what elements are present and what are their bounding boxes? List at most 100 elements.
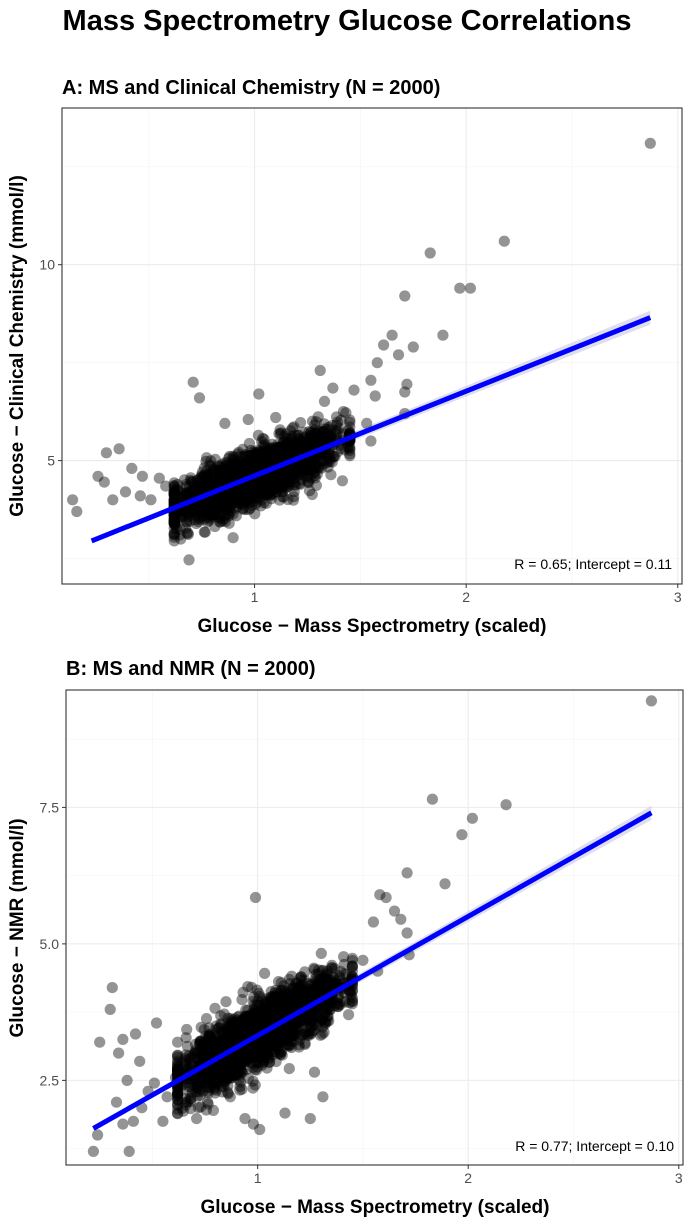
data-point — [207, 1104, 219, 1116]
data-point — [332, 416, 344, 428]
data-point — [262, 444, 274, 456]
data-point — [223, 505, 235, 517]
data-point — [279, 441, 291, 453]
data-point — [233, 1074, 245, 1086]
data-point — [218, 1041, 230, 1053]
data-point — [92, 470, 104, 482]
data-point — [285, 442, 297, 454]
data-point — [247, 480, 259, 492]
data-point — [312, 411, 324, 423]
data-point — [237, 483, 249, 495]
data-point — [291, 432, 303, 444]
data-point — [260, 1014, 272, 1026]
data-point — [249, 1079, 261, 1091]
data-point — [210, 478, 222, 490]
data-point — [239, 1010, 251, 1022]
data-point — [282, 463, 294, 475]
data-point — [168, 489, 180, 501]
data-point — [285, 989, 298, 1001]
data-point — [204, 502, 216, 514]
data-point — [174, 529, 186, 541]
data-point — [205, 478, 218, 490]
data-point — [221, 1029, 233, 1041]
data-point — [292, 429, 304, 442]
data-point — [283, 463, 295, 475]
data-point — [253, 459, 265, 471]
data-point — [200, 504, 212, 516]
data-point — [249, 483, 261, 495]
data-point — [236, 463, 248, 475]
data-point — [232, 1031, 244, 1043]
data-point — [275, 449, 287, 461]
data-point — [252, 480, 264, 492]
data-point — [168, 509, 180, 521]
data-point — [182, 1077, 194, 1089]
data-point — [253, 448, 265, 460]
data-point — [255, 474, 267, 486]
data-point — [330, 411, 343, 423]
data-point — [285, 464, 297, 476]
data-point — [263, 1012, 275, 1024]
data-point — [326, 420, 338, 432]
panel-a-points — [67, 137, 656, 566]
data-point — [249, 463, 261, 475]
data-point — [245, 482, 258, 494]
data-point — [270, 411, 282, 424]
data-point — [232, 491, 244, 503]
data-point — [283, 464, 296, 476]
data-point — [308, 466, 320, 478]
data-point — [285, 468, 297, 480]
data-point — [275, 427, 287, 439]
data-point — [196, 498, 208, 510]
data-point — [266, 478, 278, 490]
data-point — [439, 878, 451, 890]
data-point — [188, 505, 200, 517]
data-point — [299, 439, 311, 451]
data-point — [267, 1031, 279, 1043]
regression-line — [92, 810, 653, 1131]
data-point — [227, 1063, 239, 1075]
data-point — [271, 449, 283, 461]
data-point — [266, 990, 278, 1003]
data-point — [275, 452, 287, 464]
data-point — [307, 454, 320, 466]
data-point — [294, 461, 306, 473]
data-point — [323, 433, 335, 445]
data-point — [187, 484, 199, 496]
data-point — [291, 1015, 304, 1027]
data-point — [266, 475, 278, 487]
data-point — [266, 1010, 278, 1023]
data-point — [200, 470, 213, 482]
data-point — [242, 1013, 254, 1026]
data-point — [292, 462, 304, 474]
data-point — [319, 1006, 331, 1019]
data-point — [255, 1009, 267, 1021]
data-point — [204, 480, 216, 492]
data-point — [182, 528, 194, 541]
data-point — [252, 481, 264, 493]
data-point — [230, 497, 242, 509]
data-point — [208, 463, 220, 475]
data-point — [303, 476, 315, 489]
data-point — [168, 486, 180, 498]
data-point — [187, 1048, 200, 1061]
data-point — [223, 517, 235, 529]
data-point — [261, 1015, 273, 1027]
data-point — [209, 502, 221, 514]
data-point — [273, 482, 285, 494]
data-point — [252, 429, 264, 441]
data-point — [235, 1024, 247, 1036]
data-point — [212, 502, 224, 514]
data-point — [247, 1075, 259, 1087]
data-point — [241, 483, 253, 495]
data-point — [286, 443, 298, 455]
data-point — [179, 489, 191, 501]
data-point — [248, 453, 260, 465]
data-point — [207, 478, 219, 490]
x-tick-label: 2 — [462, 589, 470, 605]
data-point — [193, 516, 205, 528]
data-point — [94, 1036, 106, 1048]
data-point — [260, 497, 272, 509]
data-point — [168, 494, 180, 506]
data-point — [371, 357, 383, 369]
